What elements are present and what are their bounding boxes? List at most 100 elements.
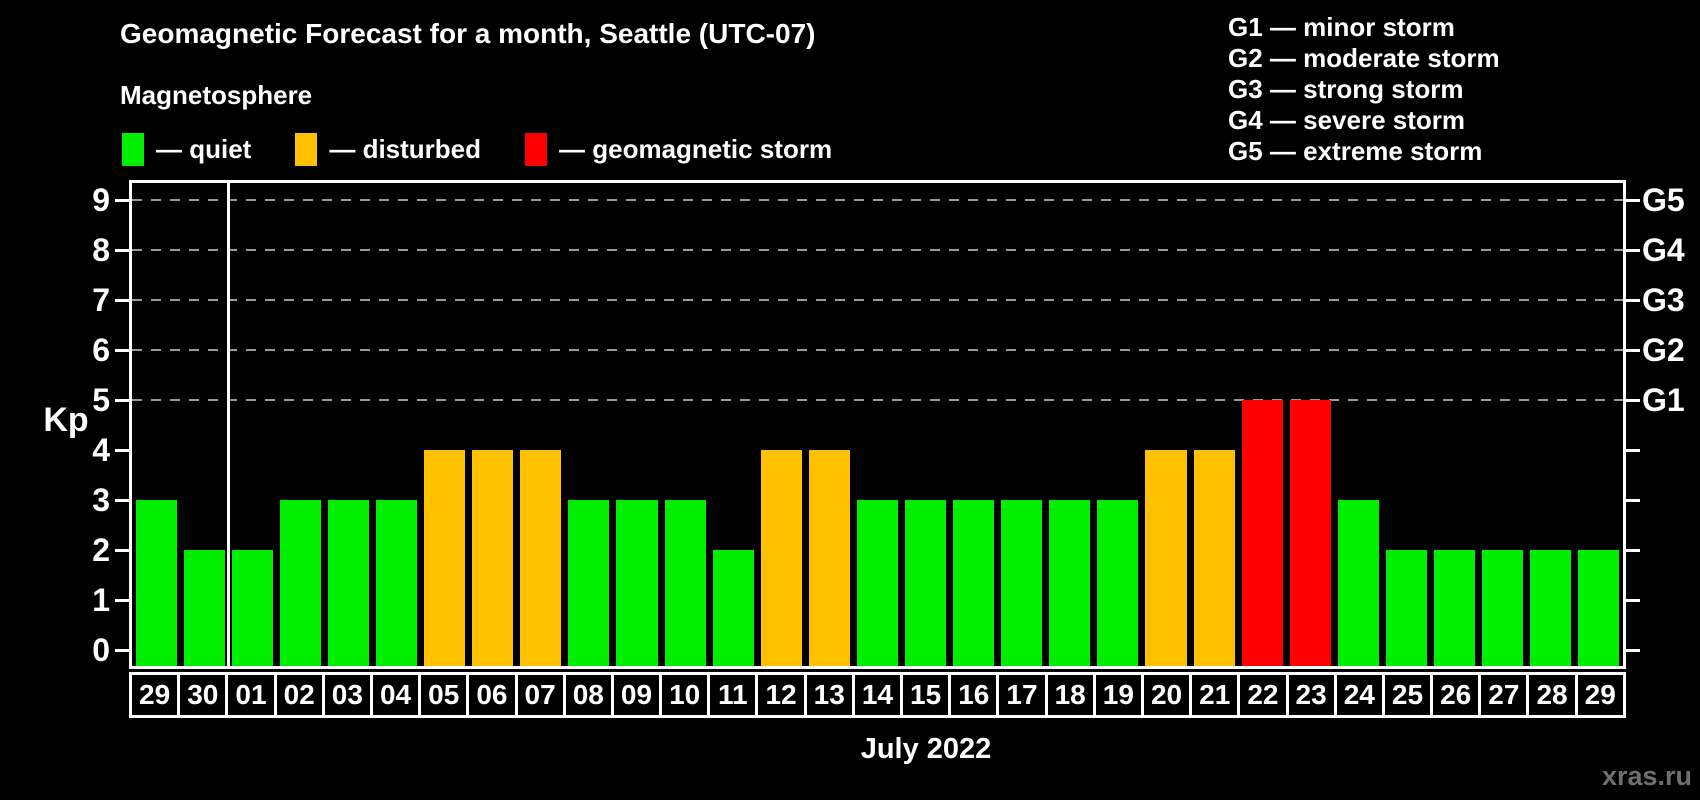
bar-slot-day-29	[1575, 183, 1623, 666]
bar-slot-day-24	[1334, 183, 1382, 666]
legend-title: Magnetosphere	[120, 80, 313, 110]
kp-bar-day-06	[472, 450, 514, 666]
y-tick-0	[115, 649, 129, 652]
bar-slot-day-10	[661, 183, 709, 666]
plot-area: 0 1 2 3 4 5 6 7 8 9 G1 G2 G3 G4 G5 Kp	[43, 180, 1685, 669]
day-label-21: 21	[1192, 675, 1241, 715]
kp-bar-day-12	[760, 450, 802, 666]
kp-bar-day-19	[1097, 500, 1139, 666]
bar-slot-day-02	[276, 183, 324, 666]
kp-bar-day-24	[1337, 500, 1379, 666]
kp-bar-day-11	[712, 550, 754, 666]
y-tick-label-5: 5	[92, 382, 110, 418]
disturbed-color-swatch	[295, 133, 318, 166]
gridline-kp8	[132, 249, 1623, 251]
right-tick-0	[1626, 649, 1640, 652]
right-axis-label-g5: G5	[1642, 182, 1685, 218]
day-label-22: 22	[1240, 675, 1289, 715]
day-label-29: 29	[1584, 679, 1616, 710]
kp-bar-day-26	[1434, 550, 1476, 666]
y-tick-label-2: 2	[92, 532, 110, 568]
day-label-24: 24	[1337, 675, 1385, 715]
bar-slot-day-20	[1142, 183, 1190, 666]
kp-bar-day-18	[1049, 500, 1091, 666]
right-axis-label-g3: G3	[1642, 282, 1685, 318]
day-label-01: 01	[228, 675, 277, 715]
right-axis-label-g1: G1	[1642, 382, 1685, 418]
day-label-10: 10	[662, 675, 711, 715]
x-axis-month-label: July 2022	[860, 733, 992, 765]
bar-slot-day-07	[517, 183, 565, 666]
bar-slot-day-11	[709, 183, 757, 666]
bar-slot-day-08	[565, 183, 613, 666]
day-label-27: 27	[1481, 675, 1530, 715]
legend-label-quiet: — quiet	[156, 134, 252, 164]
kp-bar-day-09	[616, 500, 658, 666]
legend-item-disturbed: — disturbed	[295, 133, 481, 166]
kp-bar-day-16	[953, 500, 995, 666]
x-axis-day-labels: 29 30 01 02 03 04 05 06 07 08 09 10 11 12 13 14 15 16 17 18…	[129, 672, 1626, 718]
day-label-07: 07	[518, 675, 566, 715]
bar-slot-day-23	[1286, 183, 1334, 666]
gridline-kp6	[132, 349, 1623, 351]
y-tick-7	[115, 299, 129, 302]
day-label-19: 19	[1096, 675, 1144, 715]
g-scale-legend: G1 — minor storm G2 — moderate storm G3 — …	[1228, 12, 1500, 167]
bar-slot-day-28	[1527, 183, 1575, 666]
kp-bar-day-27	[1482, 550, 1524, 666]
day-label-03: 03	[325, 675, 373, 715]
magnetosphere-legend: — quiet — disturbed — geomagnetic storm	[122, 133, 832, 166]
chart-title: Geomagnetic Forecast for a month, Seattl…	[120, 18, 816, 49]
month-boundary-line	[226, 183, 230, 666]
right-tick-3	[1626, 499, 1640, 502]
right-tick-8	[1626, 249, 1640, 252]
kp-bar-day-03	[327, 500, 369, 666]
right-tick-9	[1626, 199, 1640, 202]
kp-bar-day-17	[1001, 500, 1043, 666]
day-label-30: 30	[180, 675, 229, 715]
day-label-20: 20	[1144, 675, 1193, 715]
bar-slot-day-22	[1238, 183, 1286, 666]
bar-slot-day-13	[805, 183, 853, 666]
kp-bar-day-23	[1289, 400, 1331, 666]
day-label-17: 17	[999, 675, 1048, 715]
right-tick-5	[1626, 399, 1640, 402]
right-axis-label-g2: G2	[1642, 332, 1685, 368]
kp-bar-day-30	[183, 550, 225, 666]
bar-slot-day-16	[950, 183, 998, 666]
bar-slot-day-05	[421, 183, 469, 666]
quiet-color-swatch	[122, 133, 144, 166]
y-axis-label: Kp	[43, 401, 89, 439]
g-legend-line-5: G5 — extreme storm	[1228, 136, 1483, 166]
bar-slot-day-17	[998, 183, 1046, 666]
y-tick-3	[115, 499, 129, 502]
y-tick-6	[115, 349, 129, 352]
y-tick-label-1: 1	[92, 582, 110, 618]
bar-slot-day-29	[132, 183, 180, 666]
day-label-13: 13	[807, 675, 855, 715]
kp-bar-day-28	[1530, 550, 1572, 666]
bar-slot-day-27	[1479, 183, 1527, 666]
legend-label-storm: — geomagnetic storm	[559, 134, 833, 164]
y-tick-1	[115, 599, 129, 602]
bar-slot-day-21	[1190, 183, 1238, 666]
day-label-08: 08	[566, 675, 614, 715]
y-tick-8	[115, 249, 129, 252]
kp-bar-day-08	[568, 500, 610, 666]
gridline-kp7	[132, 299, 1623, 301]
gridline-kp5	[132, 399, 1623, 401]
y-tick-label-0: 0	[92, 632, 110, 668]
day-label-25: 25	[1385, 675, 1434, 715]
y-tick-label-7: 7	[92, 282, 110, 318]
bar-slot-day-18	[1046, 183, 1094, 666]
bar-slot-day-12	[757, 183, 805, 666]
day-label-11: 11	[710, 675, 759, 715]
kp-bar-day-02	[279, 500, 321, 666]
y-tick-label-9: 9	[92, 182, 110, 218]
kp-bar-day-22	[1241, 400, 1283, 666]
right-tick-2	[1626, 549, 1640, 552]
kp-bar-day-05	[424, 450, 466, 666]
bar-slot-day-19	[1094, 183, 1142, 666]
kp-bar-day-10	[664, 500, 706, 666]
